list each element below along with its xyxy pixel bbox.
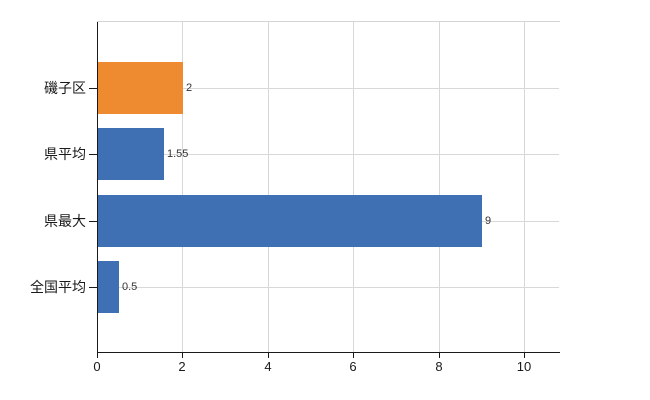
y-axis-line (97, 22, 98, 353)
x-axis-tick (268, 353, 269, 358)
y-axis-tick (89, 154, 97, 155)
bar-value-label: 1.55 (167, 148, 189, 160)
x-tick-label: 2 (178, 359, 186, 374)
y-axis-tick (89, 88, 97, 89)
x-axis-tick (353, 353, 354, 358)
x-gridline (268, 22, 269, 352)
category-label: 全国平均 (30, 279, 86, 295)
x-tick-label: 0 (93, 359, 101, 374)
bar (98, 261, 119, 313)
x-axis-line (97, 352, 560, 353)
x-axis-tick (97, 353, 98, 358)
y-gridline (98, 88, 559, 89)
bar (98, 62, 183, 114)
x-gridline (353, 22, 354, 352)
x-axis-tick (439, 353, 440, 358)
category-label: 県平均 (44, 146, 86, 162)
x-gridline (439, 22, 440, 352)
bar-value-label: 0.5 (122, 281, 138, 293)
category-label: 県最大 (44, 213, 86, 229)
y-axis-tick (89, 287, 97, 288)
x-tick-label: 6 (349, 359, 357, 374)
y-axis-tick (89, 221, 97, 222)
x-axis-tick (182, 353, 183, 358)
x-tick-label: 8 (435, 359, 443, 374)
category-label: 磯子区 (44, 80, 86, 96)
bar-value-label: 2 (186, 82, 193, 94)
x-gridline (182, 22, 183, 352)
bar (98, 128, 164, 180)
y-gridline (98, 287, 559, 288)
x-tick-label: 4 (264, 359, 272, 374)
x-tick-label: 10 (516, 359, 532, 374)
x-gridline (524, 22, 525, 352)
bar-value-label: 9 (485, 215, 492, 227)
bar (98, 195, 482, 247)
plot-top-border (97, 21, 560, 22)
y-gridline (98, 154, 559, 155)
x-axis-tick (524, 353, 525, 358)
